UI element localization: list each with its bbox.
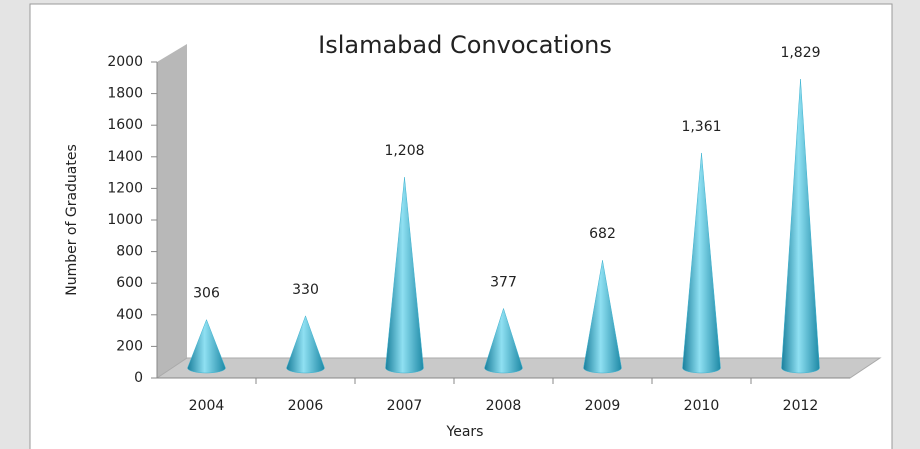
y-tick-label: 1800 [107, 86, 143, 102]
value-label: 1,208 [384, 143, 424, 159]
x-tick-label: 2007 [387, 398, 423, 414]
y-tick-label: 0 [134, 370, 143, 386]
cone [583, 260, 622, 374]
y-axis-label: Number of Graduates [64, 144, 80, 296]
x-tick-label: 2006 [288, 398, 324, 414]
cone [385, 177, 424, 374]
cone [286, 315, 325, 374]
y-tick-label: 1600 [107, 117, 143, 133]
value-label: 1,829 [780, 45, 820, 61]
cone [682, 152, 721, 374]
y-tick-label: 1200 [107, 180, 143, 196]
y-tick-label: 600 [116, 275, 143, 291]
y-tick-label: 1000 [107, 212, 143, 228]
x-tick-label: 2009 [585, 398, 621, 414]
y-tick-label: 400 [116, 307, 143, 323]
x-tick-label: 2012 [783, 398, 819, 414]
x-tick-label: 2004 [189, 398, 225, 414]
y-tick-label: 800 [116, 244, 143, 260]
value-label: 1,361 [681, 119, 721, 135]
back-wall [157, 44, 187, 378]
y-tick-label: 200 [116, 338, 143, 354]
x-axis-label: Years [446, 424, 484, 440]
chart-title: Islamabad Convocations [318, 31, 612, 59]
y-tick-label: 1400 [107, 149, 143, 165]
x-tick-label: 2010 [684, 398, 720, 414]
value-label: 306 [193, 286, 220, 302]
value-label: 330 [292, 282, 319, 298]
cone [781, 79, 820, 374]
cone [187, 318, 226, 374]
y-tick-label: 2000 [107, 54, 143, 70]
value-label: 682 [589, 226, 616, 242]
value-label: 377 [490, 274, 517, 290]
cone [484, 307, 523, 374]
x-tick-label: 2008 [486, 398, 522, 414]
